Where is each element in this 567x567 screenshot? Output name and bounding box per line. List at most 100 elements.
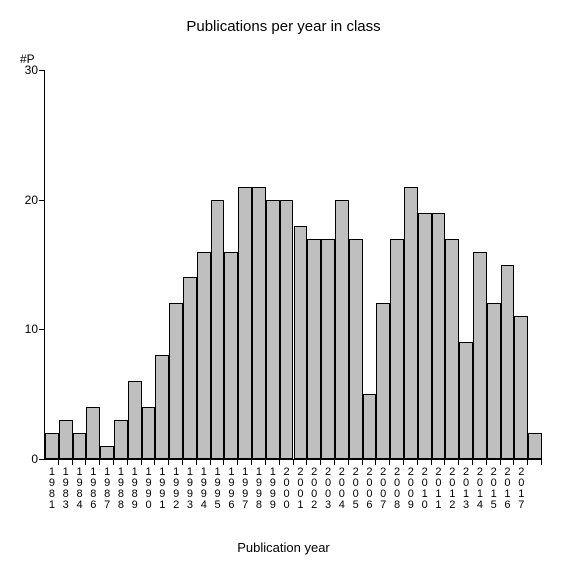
bar [73, 433, 87, 459]
bar [211, 200, 225, 459]
x-tick [210, 459, 211, 465]
x-tick-label: 1996 [227, 467, 235, 511]
x-tick-label: 2012 [448, 467, 456, 511]
x-tick [527, 459, 528, 465]
x-axis-label: Publication year [0, 540, 567, 555]
x-tick-label: 1997 [241, 467, 249, 511]
x-tick-label: 1991 [158, 467, 166, 511]
x-tick-label: 2010 [421, 467, 429, 511]
bar [514, 316, 528, 459]
x-tick-label: 1984 [76, 467, 84, 511]
bar [294, 226, 308, 459]
x-tick [417, 459, 418, 465]
chart-title: Publications per year in class [0, 18, 567, 35]
bar [487, 303, 501, 459]
x-tick [334, 459, 335, 465]
x-tick [237, 459, 238, 465]
x-tick-label: 2017 [517, 467, 525, 511]
x-tick-label: 1998 [255, 467, 263, 511]
x-tick-label: 1990 [145, 467, 153, 511]
bar [432, 213, 446, 459]
x-tick [431, 459, 432, 465]
x-tick-label: 2001 [296, 467, 304, 511]
x-tick-label: 2013 [462, 467, 470, 511]
bar [459, 342, 473, 459]
x-tick [85, 459, 86, 465]
x-tick [306, 459, 307, 465]
bar [418, 213, 432, 459]
x-tick [472, 459, 473, 465]
x-tick-label: 1999 [269, 467, 277, 511]
x-tick [58, 459, 59, 465]
bar [266, 200, 280, 459]
plot-area: 0102030198119831984198619871988198919901… [44, 70, 542, 460]
x-tick-label: 2009 [407, 467, 415, 511]
y-tick-label: 30 [25, 63, 38, 77]
bar [197, 252, 211, 459]
x-tick [513, 459, 514, 465]
x-tick-label: 2016 [503, 467, 511, 511]
y-tick-label: 0 [31, 452, 38, 466]
bar [114, 420, 128, 459]
x-tick-label: 2004 [338, 467, 346, 511]
x-tick [458, 459, 459, 465]
bar [473, 252, 487, 459]
bar [224, 252, 238, 459]
chart-container: Publications per year in class #P 010203… [0, 0, 567, 567]
x-tick [403, 459, 404, 465]
x-tick-label: 1994 [200, 467, 208, 511]
x-tick-label: 1981 [48, 467, 56, 511]
y-tick [39, 70, 45, 71]
bar [252, 187, 266, 459]
x-tick-label: 1995 [214, 467, 222, 511]
x-tick-label: 2015 [490, 467, 498, 511]
x-tick-label: 1989 [131, 467, 139, 511]
x-tick [99, 459, 100, 465]
x-tick-label: 2007 [379, 467, 387, 511]
x-tick-label: 2000 [283, 467, 291, 511]
x-tick [182, 459, 183, 465]
bar [321, 239, 335, 459]
bar [307, 239, 321, 459]
bar [142, 407, 156, 459]
bar [169, 303, 183, 459]
x-tick [375, 459, 376, 465]
bar [528, 433, 542, 459]
bar [155, 355, 169, 459]
bar [349, 239, 363, 459]
bar [363, 394, 377, 459]
bars-layer [45, 70, 542, 459]
bar [404, 187, 418, 459]
y-tick-label: 10 [25, 322, 38, 336]
x-tick [265, 459, 266, 465]
x-tick [141, 459, 142, 465]
x-tick [154, 459, 155, 465]
x-tick [223, 459, 224, 465]
bar [376, 303, 390, 459]
x-tick [500, 459, 501, 465]
bar [390, 239, 404, 459]
y-tick [39, 200, 45, 201]
x-tick-label: 2005 [352, 467, 360, 511]
x-tick [196, 459, 197, 465]
x-tick-label: 2002 [310, 467, 318, 511]
y-tick [39, 329, 45, 330]
bar [335, 200, 349, 459]
x-tick [127, 459, 128, 465]
x-tick-label: 2008 [393, 467, 401, 511]
bar [501, 265, 515, 460]
x-tick [251, 459, 252, 465]
x-tick [168, 459, 169, 465]
x-tick [486, 459, 487, 465]
x-tick [444, 459, 445, 465]
x-tick [72, 459, 73, 465]
x-tick [113, 459, 114, 465]
x-tick [362, 459, 363, 465]
bar [445, 239, 459, 459]
y-tick [39, 459, 45, 460]
x-tick-label: 2011 [434, 467, 442, 511]
x-tick-label: 1987 [103, 467, 111, 511]
bar [100, 446, 114, 459]
bar [45, 433, 59, 459]
bar [280, 200, 294, 459]
